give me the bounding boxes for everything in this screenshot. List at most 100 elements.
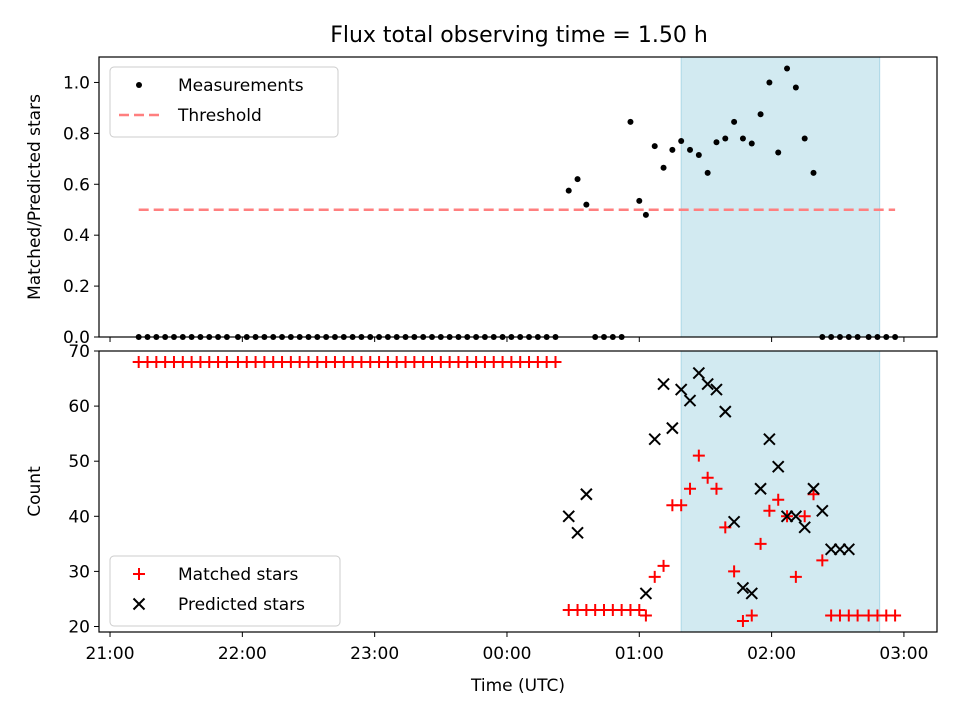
data-point: [757, 111, 764, 118]
y-tick-label: 0.4: [63, 226, 90, 246]
data-point: [657, 377, 670, 391]
legend-entry-label: Measurements: [178, 76, 304, 96]
data-point: [719, 405, 732, 418]
y-tick-label: 60: [68, 397, 90, 417]
data-point: [704, 169, 711, 176]
x-tick-label: 00:00: [482, 644, 531, 664]
data-point: [636, 197, 643, 204]
x-tick-label: 21:00: [86, 644, 135, 664]
data-point: [807, 488, 820, 501]
y-tick-label: 70: [68, 342, 90, 362]
bottom-panel: 20 30 40 50 60 70 21:00 22:00 23:00 00:00 01:00 02:…: [25, 342, 938, 696]
data-point: [780, 510, 794, 523]
data-point: [731, 118, 738, 125]
data-point: [562, 510, 575, 523]
axes-frame: [98, 350, 938, 633]
data-point: [739, 135, 746, 142]
data-point: [824, 543, 838, 556]
data-point: [833, 543, 847, 556]
data-point: [675, 499, 688, 512]
data-point: [754, 482, 767, 495]
data-point: [633, 603, 646, 616]
data-point: [651, 143, 658, 150]
x-tick-label: 23:00: [350, 644, 399, 664]
data-point: [687, 146, 694, 153]
y-axis-label: Count: [25, 466, 45, 517]
legend-swatch: [132, 597, 146, 611]
data-point: [713, 139, 720, 146]
data-point: [639, 587, 653, 600]
y-tick-label: 1.0: [63, 73, 90, 93]
data-point: [772, 493, 785, 506]
data-point: [784, 65, 791, 72]
data-point: [657, 559, 670, 572]
series-1: [562, 366, 855, 600]
series-0: [135, 65, 899, 340]
legend-swatch: [136, 82, 142, 88]
data-point: [748, 140, 755, 147]
x-axis-label: Time (UTC): [470, 676, 565, 696]
series-0: [132, 356, 902, 627]
data-point: [763, 432, 776, 446]
legend-swatch: [133, 568, 145, 580]
data-point: [692, 366, 706, 380]
top-panel: 0.0 0.2 0.4 0.6 0.8 1.0 Matched/Predicted star…: [25, 56, 938, 348]
data-point: [666, 421, 679, 435]
data-point: [580, 488, 593, 501]
data-point: [565, 187, 572, 194]
data-point: [745, 587, 758, 600]
legend-box: [109, 66, 339, 138]
data-point: [851, 609, 864, 622]
data-point: [789, 570, 802, 583]
y-tick-label: 20: [68, 617, 90, 637]
data-point: [660, 164, 667, 171]
y-tick-label: 0.8: [63, 124, 90, 144]
data-point: [775, 149, 782, 156]
data-point: [669, 146, 676, 153]
legend-box: [109, 555, 341, 627]
data-point: [571, 526, 584, 540]
data-point: [627, 118, 634, 125]
shaded-region: [680, 350, 881, 633]
data-point: [772, 460, 785, 473]
data-point: [745, 609, 758, 622]
legend-entry-label: Matched stars: [178, 565, 298, 585]
data-point: [736, 581, 750, 595]
shaded-region: [680, 56, 881, 338]
legend-entry-label: Predicted stars: [178, 595, 305, 615]
data-point: [549, 356, 562, 369]
y-axis-label: Matched/Predicted stars: [25, 94, 45, 300]
data-point: [683, 394, 697, 407]
y-tick-label: 40: [68, 507, 90, 527]
data-point: [701, 471, 714, 484]
axes-frame: [98, 56, 938, 338]
data-point: [701, 377, 714, 391]
data-point: [727, 515, 741, 529]
data-point: [816, 504, 829, 517]
data-point: [763, 504, 776, 517]
data-point: [692, 449, 705, 462]
data-point: [754, 537, 767, 550]
x-tick-label: 03:00: [879, 644, 928, 664]
y-tick-label: 0.2: [63, 277, 90, 297]
data-point: [736, 614, 749, 627]
data-point: [583, 201, 590, 208]
data-point: [728, 565, 741, 578]
x-tick-label: 22:00: [218, 644, 267, 664]
data-point: [710, 482, 723, 495]
data-point: [842, 543, 855, 556]
data-point: [798, 510, 811, 523]
data-point: [789, 510, 803, 523]
data-point: [810, 169, 817, 176]
data-point: [889, 609, 902, 622]
data-point: [798, 521, 811, 534]
y-tick-label: 50: [68, 452, 90, 472]
data-point: [648, 570, 661, 583]
data-point: [792, 84, 799, 91]
legend-entry-label: Threshold: [177, 106, 262, 126]
data-point: [574, 176, 581, 183]
data-point: [648, 432, 661, 446]
data-point: [674, 383, 688, 396]
y-tick-label: 0.6: [63, 175, 90, 195]
